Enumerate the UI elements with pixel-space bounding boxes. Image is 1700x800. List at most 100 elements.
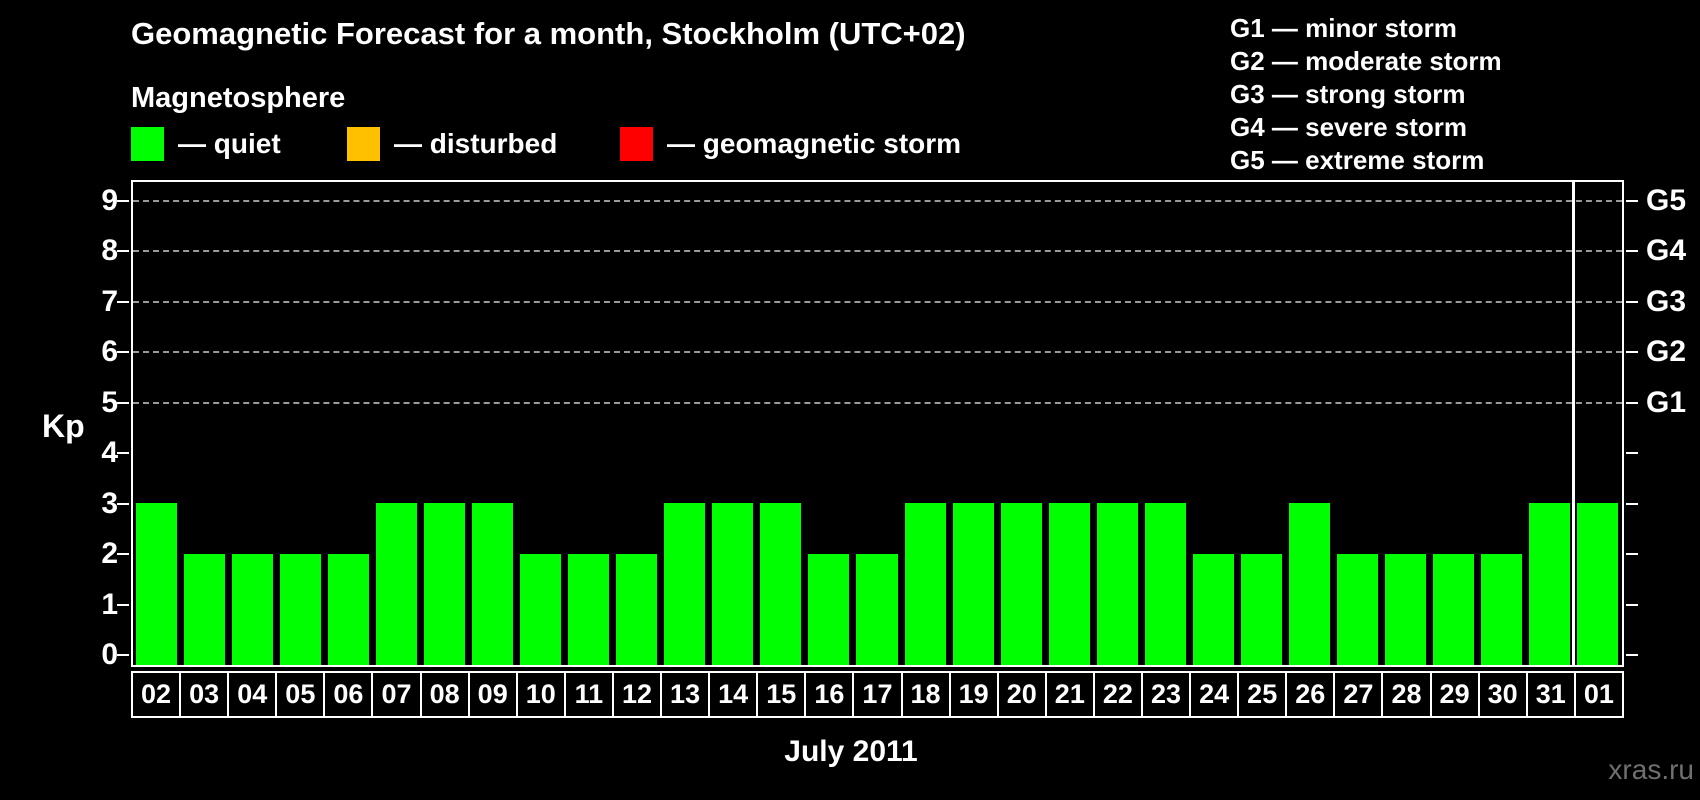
bar-slot-16: [805, 182, 853, 665]
bar-day-29: [1432, 554, 1474, 665]
right-axis-label-g5: G5: [1646, 183, 1687, 217]
day-cell-09: 09: [467, 671, 518, 718]
day-cell-27: 27: [1333, 671, 1384, 718]
bar-day-15: [760, 503, 802, 665]
left-axis-tick-8: [117, 250, 129, 252]
left-axis-tick-7: [117, 300, 129, 303]
g-scale-legend-line-2: G2 — moderate storm: [1230, 46, 1502, 76]
bar-day-24: [1192, 554, 1234, 665]
right-axis-tick-3: [1626, 502, 1638, 505]
bar-day-26: [1288, 503, 1330, 665]
bar-day-30: [1480, 554, 1522, 665]
bar-day-28: [1384, 554, 1426, 665]
bar-slot-07: [373, 182, 421, 665]
left-axis-tick-6: [117, 351, 129, 353]
x-axis-title: July 2011: [784, 735, 918, 768]
day-cell-11: 11: [563, 671, 614, 718]
day-cell-21: 21: [1044, 671, 1095, 718]
day-cell-13: 13: [660, 671, 711, 718]
y-axis-label-1: 1: [101, 587, 118, 621]
bar-day-03: [184, 554, 226, 665]
x-axis-day-labels: 02 03 04 05 06 07 08 09 10 11 12 13 14 15 16 17 18 19 20 21…: [131, 671, 1624, 718]
bar-slot-06: [325, 182, 373, 665]
bar-day-23: [1144, 503, 1186, 665]
legend-item-geomagnetic-storm: — geomagnetic storm: [620, 127, 961, 161]
right-axis-tick-4: [1626, 452, 1638, 454]
day-cell-22: 22: [1092, 671, 1143, 718]
day-cell-15: 15: [756, 671, 807, 718]
bar-day-12: [616, 554, 658, 665]
bar-day-09: [472, 503, 514, 665]
day-cell-14: 14: [708, 671, 759, 718]
y-axis-label-9: 9: [101, 183, 118, 217]
magnetosphere-legend-heading: Magnetosphere: [131, 82, 346, 114]
day-cell-06: 06: [323, 671, 374, 718]
bar-slot-10: [517, 182, 565, 665]
y-axis-label-2: 2: [101, 537, 118, 570]
bar-day-10: [520, 554, 562, 665]
bar-slot-27: [1334, 182, 1382, 665]
gridline-kp9: [133, 199, 1622, 202]
bar-slot-09: [469, 182, 517, 665]
right-axis-tick-0: [1626, 654, 1638, 656]
bar-day-14: [712, 503, 754, 665]
day-cell-19: 19: [948, 671, 999, 718]
bar-slot-28: [1382, 182, 1430, 665]
day-cell-03: 03: [179, 671, 230, 718]
right-axis-label-g1: G1: [1646, 385, 1687, 419]
bar-slot-24: [1190, 182, 1238, 665]
bar-day-21: [1048, 503, 1090, 665]
bars-container: [133, 182, 1622, 665]
gridline-kp6: [133, 351, 1622, 353]
bar-slot-26: [1286, 182, 1334, 665]
bar-slot-04: [229, 182, 277, 665]
chart-title: Geomagnetic Forecast for a month, Stockh…: [131, 16, 966, 51]
bar-day-04: [232, 554, 274, 665]
legend-swatch-geomagnetic-storm: [620, 127, 653, 161]
day-cell-17: 17: [852, 671, 903, 718]
bar-slot-19: [950, 182, 998, 665]
y-axis-label-0: 0: [101, 638, 118, 671]
day-cell-16: 16: [804, 671, 855, 718]
day-cell-12: 12: [611, 671, 663, 718]
bar-slot-29: [1430, 182, 1478, 665]
day-cell-25: 25: [1237, 671, 1288, 718]
left-axis-tick-0: [117, 654, 129, 656]
day-cell-04: 04: [227, 671, 278, 718]
g-scale-legend-line-3: G3 — strong storm: [1230, 79, 1466, 109]
bar-slot-25: [1238, 182, 1286, 665]
bar-slot-21: [1046, 182, 1094, 665]
left-axis-tick-4: [117, 452, 129, 454]
bar-day-18: [904, 503, 946, 665]
bar-day-19: [952, 503, 994, 665]
bar-slot-05: [277, 182, 325, 665]
day-cell-23: 23: [1140, 671, 1192, 718]
y-axis-label-3: 3: [101, 486, 118, 520]
day-cell-08: 08: [419, 671, 470, 718]
day-cell-26: 26: [1285, 671, 1336, 718]
y-axis-label-5: 5: [101, 385, 118, 419]
g-scale-legend-line-1: G1 — minor storm: [1230, 13, 1457, 43]
legend-item-quiet: — quiet: [131, 127, 281, 161]
right-axis-tick-5: [1626, 401, 1638, 404]
day-cell-29: 29: [1429, 671, 1480, 718]
bar-slot-17: [853, 182, 901, 665]
day-cell-31: 31: [1525, 671, 1576, 718]
legend-label-quiet: — quiet: [178, 128, 281, 159]
gridline-kp5: [133, 401, 1622, 404]
left-axis-tick-5: [117, 401, 129, 404]
bar-slot-30: [1478, 182, 1526, 665]
y-axis-label-6: 6: [101, 335, 118, 368]
right-axis-label-g2: G2: [1646, 335, 1687, 368]
y-axis-title: Kp: [42, 408, 85, 444]
bar-day-07: [376, 503, 418, 665]
left-axis-tick-3: [117, 502, 129, 505]
bar-slot-11: [565, 182, 613, 665]
legend-swatch-quiet: [131, 127, 164, 161]
gridline-kp8: [133, 250, 1622, 252]
right-axis-tick-1: [1626, 603, 1638, 606]
bar-slot-14: [709, 182, 757, 665]
month-separator-line: [1572, 182, 1576, 665]
bar-slot-22: [1094, 182, 1142, 665]
bar-day-20: [1000, 503, 1042, 665]
